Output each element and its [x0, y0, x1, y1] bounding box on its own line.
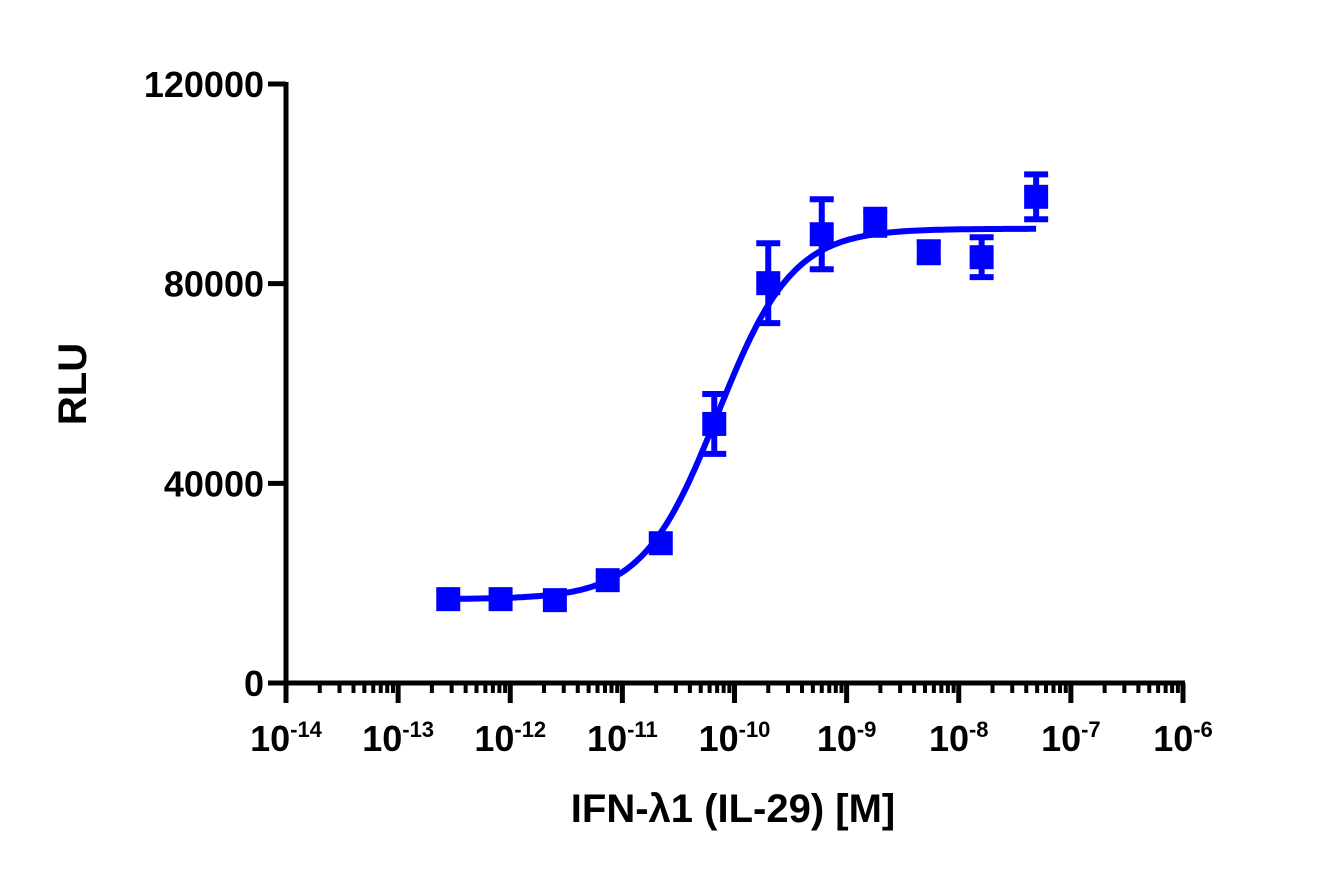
data-point	[488, 587, 513, 612]
x-tick-label: 10-9	[817, 717, 877, 759]
square-marker	[969, 245, 994, 270]
data-point	[648, 531, 673, 556]
square-marker	[1024, 184, 1049, 209]
square-marker	[436, 587, 461, 612]
x-axis-title: IFN-λ1 (IL-29) [M]	[571, 787, 895, 831]
x-tick-label: 10-7	[1041, 717, 1101, 759]
x-tick-label: 10-12	[474, 717, 546, 759]
x-tick-label: 10-13	[362, 717, 434, 759]
y-tick-label: 0	[244, 663, 264, 704]
square-marker	[595, 568, 620, 593]
square-marker	[863, 210, 888, 235]
x-tick-label: 10-14	[250, 717, 323, 759]
y-tick-label: 120000	[144, 64, 264, 105]
fit-curve	[448, 225, 1037, 602]
y-tick-label: 40000	[164, 463, 264, 504]
square-marker	[488, 587, 513, 612]
square-marker	[916, 240, 941, 265]
square-marker	[542, 588, 567, 613]
x-axis: 10-14 10-13 10-12 10-11 10-10 10-9 10-8 10-7 10-…	[250, 680, 1213, 759]
square-marker	[809, 222, 834, 247]
y-axis-title: RLU	[51, 343, 95, 425]
plot-area	[436, 171, 1049, 613]
data-point	[436, 587, 461, 612]
data-point	[756, 240, 781, 327]
x-tick-label: 10-8	[929, 717, 989, 759]
square-marker	[756, 271, 781, 296]
data-point	[1024, 171, 1049, 223]
square-marker	[702, 411, 727, 436]
data-point	[542, 588, 567, 613]
y-axis: 0 40000 80000 120000	[144, 64, 289, 704]
x-tick-label: 10-11	[587, 717, 658, 759]
data-point	[809, 196, 834, 273]
data-point	[863, 206, 888, 238]
data-point	[969, 234, 994, 281]
data-point	[702, 390, 727, 457]
data-point	[916, 239, 941, 266]
square-marker	[648, 531, 673, 556]
y-tick-label: 80000	[164, 264, 264, 305]
x-tick-label: 10-6	[1153, 717, 1213, 759]
x-tick-label: 10-10	[699, 717, 771, 759]
data-point	[595, 568, 620, 593]
